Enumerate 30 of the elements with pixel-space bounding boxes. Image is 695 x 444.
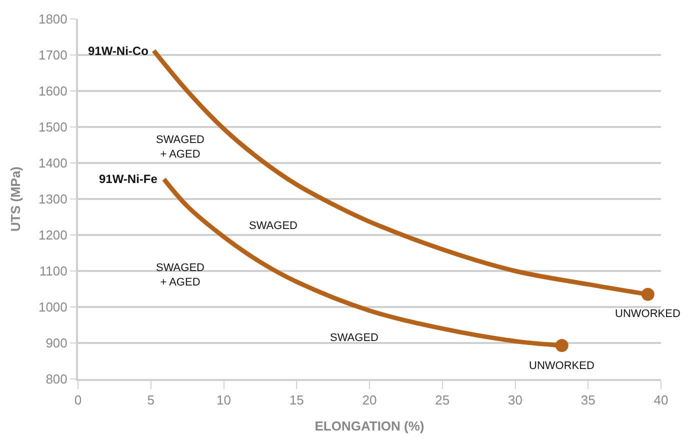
annotation: 91W-Ni-Co bbox=[88, 44, 148, 58]
y-axis-title: UTS (MPa) bbox=[8, 166, 23, 232]
x-tick-label: 5 bbox=[147, 392, 154, 408]
annotation: SWAGED bbox=[249, 220, 298, 232]
annotation: SWAGED + AGED bbox=[156, 262, 205, 288]
y-tick-label: 1000 bbox=[38, 300, 68, 315]
x-tick-label: 10 bbox=[216, 392, 231, 408]
y-tick-label: 1600 bbox=[38, 84, 68, 99]
annotation: UNWORKED bbox=[615, 308, 680, 320]
y-tick-label: 1300 bbox=[38, 192, 68, 207]
annotation: 91W-Ni-Fe bbox=[99, 172, 158, 186]
x-tick-label: 30 bbox=[508, 392, 522, 408]
y-tick-label: 800 bbox=[46, 372, 68, 387]
x-tick-label: 20 bbox=[362, 392, 377, 408]
annotation: SWAGED + AGED bbox=[156, 134, 205, 160]
annotation: UNWORKED bbox=[529, 360, 594, 372]
x-tick-label: 0 bbox=[74, 392, 82, 408]
annotation: SWAGED bbox=[330, 332, 379, 344]
y-tick-label: 1700 bbox=[38, 48, 68, 63]
y-tick-label: 1800 bbox=[38, 12, 68, 27]
y-tick-label: 1200 bbox=[38, 228, 68, 243]
y-tick-label: 1100 bbox=[39, 264, 68, 279]
x-tick-label: 35 bbox=[580, 392, 596, 408]
x-tick-label: 40 bbox=[654, 392, 668, 408]
y-tick-label: 1500 bbox=[38, 120, 68, 135]
y-tick-label: 900 bbox=[46, 336, 68, 351]
x-axis-title: ELONGATION (%) bbox=[314, 418, 424, 434]
x-tick-label: 25 bbox=[435, 392, 450, 408]
x-tick-label: 15 bbox=[289, 392, 304, 408]
y-tick-label: 1400 bbox=[38, 156, 68, 171]
